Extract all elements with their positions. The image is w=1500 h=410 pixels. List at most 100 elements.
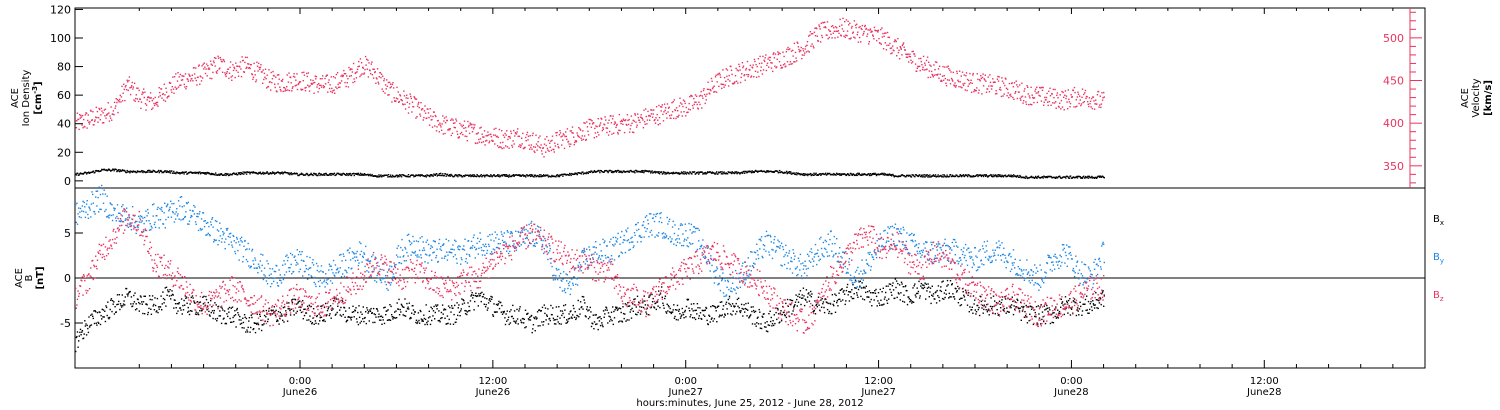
velocity-series-point xyxy=(890,47,893,49)
density-series-point xyxy=(582,173,585,175)
bx-series-point xyxy=(773,324,775,327)
bx-series-point xyxy=(673,317,676,319)
density-series-point xyxy=(169,170,171,172)
velocity-series-point xyxy=(172,76,174,78)
bx-series-point xyxy=(790,303,792,306)
velocity-series-point xyxy=(226,71,228,73)
bx-series-point xyxy=(798,293,800,295)
bx-series-point xyxy=(704,309,706,311)
density-series-point xyxy=(755,169,757,172)
velocity-series-point xyxy=(524,146,526,149)
bx-series-point xyxy=(865,285,867,287)
bx-series-point xyxy=(483,303,485,305)
velocity-series-point xyxy=(545,151,547,153)
bx-series-point xyxy=(935,302,938,304)
velocity-series-point xyxy=(1037,91,1040,93)
bx-series-point xyxy=(366,309,369,311)
velocity-series-point xyxy=(1072,89,1075,92)
bx-series-point xyxy=(888,298,890,300)
velocity-series-point xyxy=(761,73,764,75)
density-series-point xyxy=(277,171,279,173)
bx-series-point xyxy=(199,310,201,312)
bx-series-point xyxy=(325,315,327,317)
bx-series-point xyxy=(802,297,804,299)
velocity-series-point xyxy=(518,145,520,148)
velocity-series-point xyxy=(1033,97,1036,99)
density-series-point xyxy=(542,175,544,177)
bx-series-point xyxy=(96,311,99,314)
bx-series-point xyxy=(941,281,943,283)
bx-series-point xyxy=(142,312,144,315)
velocity-series-point xyxy=(488,140,491,142)
velocity-series-point xyxy=(1013,98,1015,100)
bx-series-point xyxy=(952,293,954,295)
density-series-point xyxy=(77,172,79,175)
density-series-point xyxy=(650,172,652,174)
velocity-series-point xyxy=(930,65,932,67)
density-series-point xyxy=(421,174,423,176)
density-series-point xyxy=(247,171,250,174)
bx-series-point xyxy=(441,317,443,319)
bx-series-point xyxy=(533,316,535,319)
density-series-point xyxy=(389,175,391,178)
velocity-series-point xyxy=(579,128,581,130)
density-series-point xyxy=(934,175,936,177)
velocity-series-point xyxy=(212,71,214,74)
density-series-point xyxy=(505,175,507,177)
bx-series-point xyxy=(560,323,562,325)
velocity-series-point xyxy=(1028,104,1030,106)
velocity-series-point xyxy=(216,72,218,74)
velocity-series-point xyxy=(735,80,738,82)
velocity-series-point xyxy=(342,75,344,78)
density-series-point xyxy=(302,173,304,175)
velocity-series-point xyxy=(804,52,806,54)
velocity-series-point xyxy=(84,126,86,128)
density-series-point xyxy=(194,171,196,173)
velocity-series-point xyxy=(505,134,507,136)
velocity-series-point xyxy=(548,150,550,152)
density-series-point xyxy=(359,172,362,175)
bx-series-point xyxy=(483,293,485,296)
bx-series-point xyxy=(922,287,924,290)
velocity-series-point xyxy=(124,86,127,88)
bx-series-point xyxy=(412,305,414,307)
velocity-series-point xyxy=(674,109,677,112)
density-series-point xyxy=(917,175,919,178)
velocity-series-point xyxy=(529,135,531,137)
density-series-point xyxy=(472,174,474,176)
bx-series-point xyxy=(161,303,163,305)
density-series-point xyxy=(767,170,769,172)
density-series-point xyxy=(524,175,526,177)
velocity-series-point xyxy=(93,120,96,123)
bx-series-point xyxy=(604,313,606,315)
velocity-series-point xyxy=(854,37,856,39)
velocity-series-point xyxy=(870,31,872,33)
velocity-series-point xyxy=(745,67,748,70)
bx-series-point xyxy=(191,310,193,312)
bx-series-point xyxy=(92,317,94,320)
velocity-series-point xyxy=(769,59,771,61)
bx-series-point xyxy=(459,315,461,317)
velocity-series-point xyxy=(605,127,607,129)
density-series-point xyxy=(438,173,441,175)
velocity-series-point xyxy=(602,128,605,130)
bx-series-point xyxy=(999,303,1001,305)
bx-series-point xyxy=(326,314,328,316)
density-series-point xyxy=(839,174,841,176)
bx-series-point xyxy=(403,306,405,308)
velocity-series-point xyxy=(290,82,292,84)
velocity-series-point xyxy=(895,40,897,43)
bx-series-point xyxy=(420,310,422,313)
velocity-series-point xyxy=(735,67,737,70)
velocity-series-point xyxy=(541,153,543,155)
bx-series-point xyxy=(497,303,499,305)
velocity-series-point xyxy=(976,73,978,75)
velocity-series-point xyxy=(368,62,370,64)
density-series-point xyxy=(1032,176,1034,178)
bx-series-point xyxy=(487,307,489,309)
velocity-series-point xyxy=(351,68,353,70)
bx-series-point xyxy=(511,315,513,318)
bx-series-point xyxy=(324,320,326,323)
bx-series-point xyxy=(100,314,102,317)
bx-series-point xyxy=(555,306,558,308)
